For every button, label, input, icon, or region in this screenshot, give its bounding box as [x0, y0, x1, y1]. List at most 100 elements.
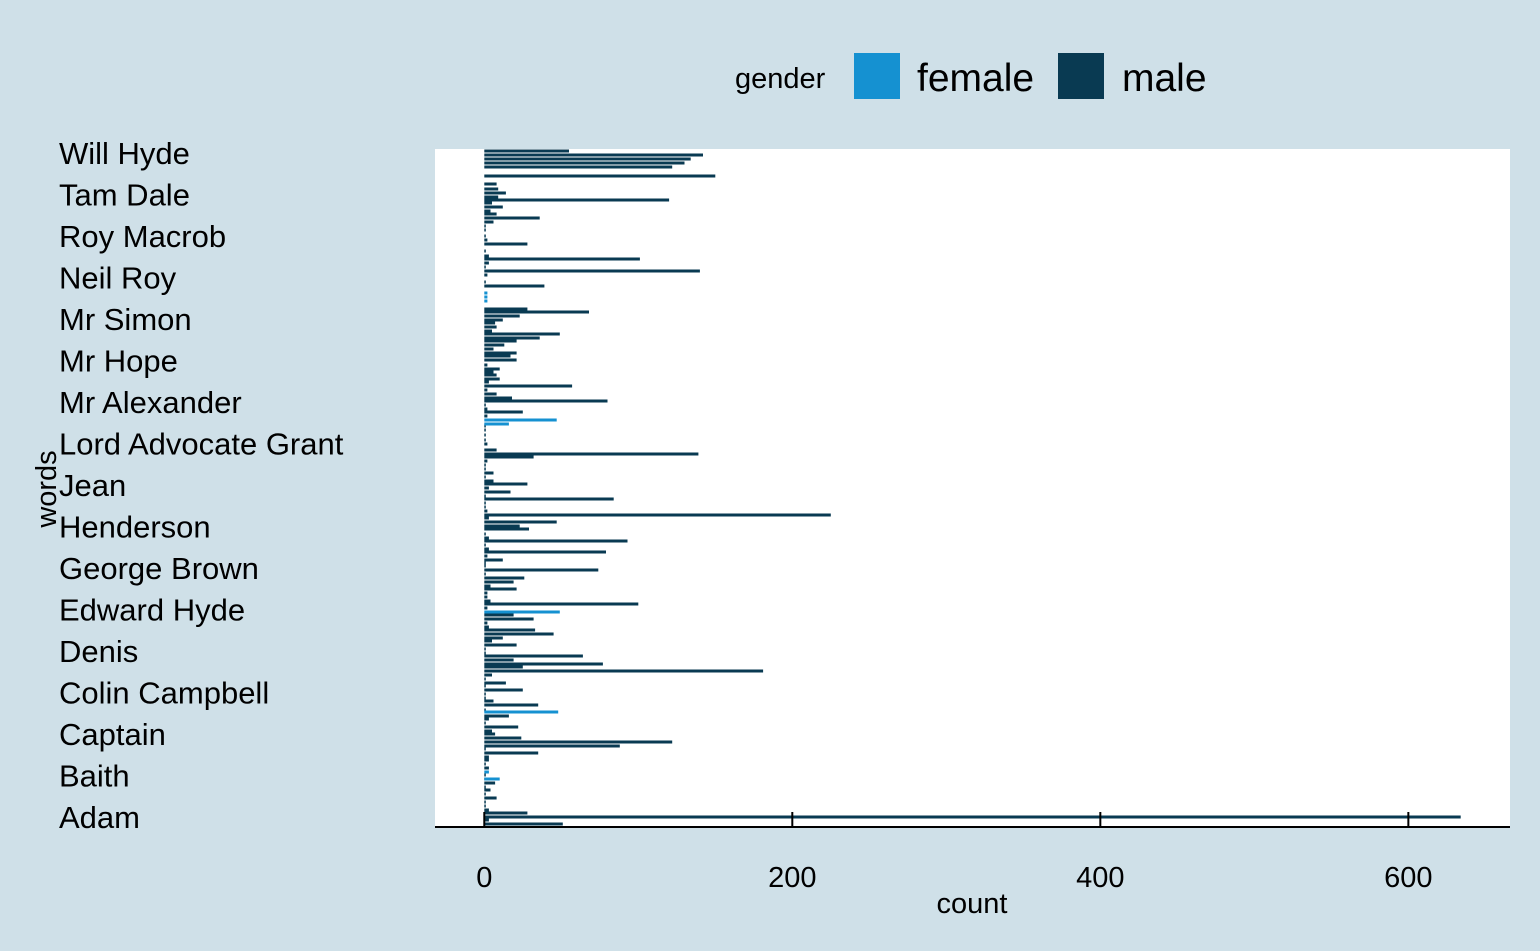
bar-male-72: [484, 471, 494, 475]
bar-male-125: [484, 673, 492, 677]
bar-male-44: [484, 354, 511, 358]
legend-title: gender: [735, 63, 826, 95]
bar-male-107: [484, 602, 639, 606]
bar-male-51: [484, 380, 489, 384]
bar-male-136: [484, 717, 489, 721]
y-tick-label: Mr Alexander: [59, 385, 242, 420]
bar-male-21: [484, 242, 528, 246]
bar-male-84: [484, 516, 489, 520]
bar-male-163: [484, 822, 563, 826]
bar-male-114: [484, 632, 554, 636]
bar-male-94: [484, 554, 488, 558]
bar-male-147: [484, 758, 489, 762]
bar-male-4: [484, 165, 673, 169]
bar-male-133: [484, 703, 539, 707]
bar-male-79: [484, 497, 614, 501]
bar-male-53: [484, 388, 488, 392]
bar-male-33: [484, 314, 520, 318]
bar-female-5: [484, 610, 560, 614]
bar-male-146: [484, 755, 489, 759]
y-tick-label: Will Hyde: [59, 136, 190, 171]
bar-male-137: [484, 721, 486, 725]
bar-male-13: [484, 209, 491, 213]
bar-male-71: [484, 467, 486, 471]
bar-male-115: [484, 636, 503, 640]
y-tick-label: Denis: [59, 634, 138, 669]
bar-male-152: [484, 781, 496, 785]
bar-male-31: [484, 307, 528, 311]
bar-male-61: [484, 424, 486, 428]
bar-male-161: [484, 815, 1461, 819]
bar-male-105: [484, 595, 488, 599]
bar-male-57: [484, 403, 486, 407]
bar-male-28: [484, 273, 488, 277]
bar-male-46: [484, 363, 488, 367]
bar-male-145: [484, 751, 539, 755]
bar-male-103: [484, 587, 517, 591]
y-tick-label: Baith: [59, 759, 130, 794]
y-ticks: Will Hyde Tam Dale Roy Macrob Neil Roy Mr Si…: [59, 136, 344, 835]
bar-male-58: [484, 407, 488, 411]
bar-male-37: [484, 329, 492, 333]
bar-male-66: [484, 448, 497, 452]
bar-male-0: [484, 149, 569, 153]
bar-male-132: [484, 699, 494, 703]
bar-male-24: [484, 257, 640, 261]
bar-male-131: [484, 696, 486, 700]
bar-male-77: [484, 490, 511, 494]
bar-male-144: [484, 747, 486, 751]
bar-male-19: [484, 234, 486, 238]
bar-male-20: [484, 238, 488, 242]
bar-male-155: [484, 792, 486, 796]
bar-male-45: [484, 358, 517, 362]
x-tick-label: 600: [1384, 862, 1432, 894]
bar-male-100: [484, 576, 525, 580]
bar-female-7: [484, 770, 489, 774]
bar-male-117: [484, 643, 517, 647]
bar-male-43: [484, 351, 517, 355]
bar-male-2: [484, 157, 691, 161]
bar-male-120: [484, 654, 583, 658]
bar-male-159: [484, 808, 489, 812]
bar-male-157: [484, 800, 486, 804]
bar-male-30: [484, 284, 545, 288]
bar-female-4: [484, 422, 509, 426]
bar-male-18: [484, 228, 486, 232]
y-tick-label: Adam: [59, 800, 140, 835]
bar-male-27: [484, 269, 700, 273]
x-ticks: 0 200 400 600: [476, 812, 1433, 894]
bar-male-55: [484, 396, 512, 400]
bar-male-108: [484, 606, 488, 610]
x-tick-label: 0: [476, 862, 492, 894]
bar-male-88: [484, 532, 486, 536]
bar-male-10: [484, 198, 670, 202]
bar-male-15: [484, 216, 540, 220]
bar-male-52: [484, 384, 573, 388]
bar-male-70: [484, 463, 486, 467]
bar-male-109: [484, 613, 514, 617]
bar-male-80: [484, 501, 486, 505]
bar-male-83: [484, 513, 831, 517]
bar-male-148: [484, 762, 486, 766]
bar-male-75: [484, 482, 528, 486]
y-tick-label: Mr Hope: [59, 344, 178, 379]
bar-male-69: [484, 459, 488, 463]
bar-male-160: [484, 811, 528, 815]
bar-male-12: [484, 205, 503, 209]
bar-male-26: [484, 265, 486, 269]
bar-male-7: [484, 187, 499, 191]
bar-male-122: [484, 662, 603, 666]
bar-male-82: [484, 509, 488, 513]
y-tick-label: Mr Simon: [59, 302, 192, 337]
bar-male-91: [484, 543, 486, 547]
bar-male-42: [484, 347, 494, 351]
bar-male-141: [484, 736, 522, 740]
bar-male-49: [484, 373, 497, 377]
bar-male-25: [484, 261, 489, 265]
bar-male-89: [484, 536, 489, 540]
bar-male-124: [484, 669, 764, 673]
y-tick-label: Edward Hyde: [59, 593, 245, 628]
bar-male-101: [484, 580, 514, 584]
y-tick-label: Roy Macrob: [59, 219, 226, 254]
bar-male-123: [484, 665, 523, 669]
